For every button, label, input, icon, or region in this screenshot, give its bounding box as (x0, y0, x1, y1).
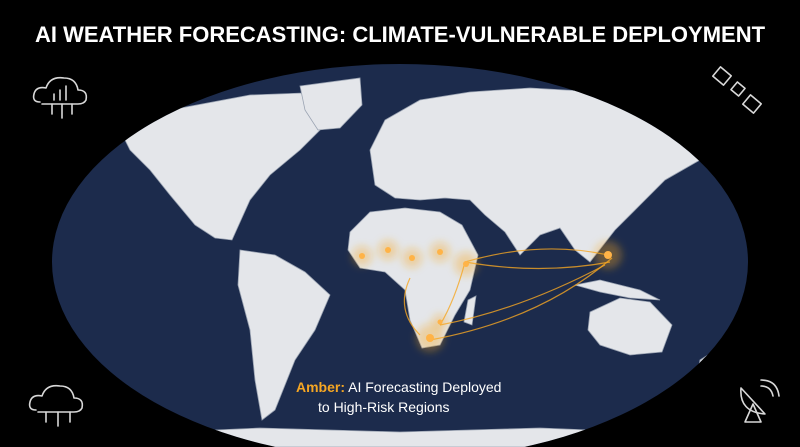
australia (587, 297, 673, 356)
icon-cloud-chart (32, 76, 88, 119)
south-america (237, 249, 331, 421)
hotspot (426, 334, 434, 342)
legend-key: Amber: (296, 379, 345, 395)
africa (347, 207, 479, 349)
north-america (119, 91, 331, 241)
hotspot (359, 253, 365, 259)
legend-text: AI Forecasting Deployed (348, 379, 501, 395)
title: AI WEATHER FORECASTING: CLIMATE-VULNERAB… (35, 22, 766, 47)
legend-line-2: to High-Risk Regions (318, 399, 450, 415)
legend-line-1: Amber: AI Forecasting Deployed (296, 379, 501, 395)
route (464, 248, 609, 263)
hotspot (437, 319, 443, 325)
route (403, 277, 421, 336)
route (439, 264, 606, 326)
hotspot (385, 247, 391, 253)
icon-dish (740, 379, 780, 423)
route (429, 257, 613, 341)
southeast-asia-islands (574, 279, 661, 301)
eurasia (369, 87, 721, 263)
icon-cloud-network (28, 384, 84, 427)
route (464, 261, 611, 270)
icon-satellite (711, 66, 763, 114)
hotspot (463, 261, 469, 267)
hotspot (437, 249, 443, 255)
hotspot (409, 255, 415, 261)
continents (119, 77, 721, 447)
hotspots (352, 240, 622, 352)
greenland (299, 77, 363, 131)
hotspot (604, 251, 612, 259)
